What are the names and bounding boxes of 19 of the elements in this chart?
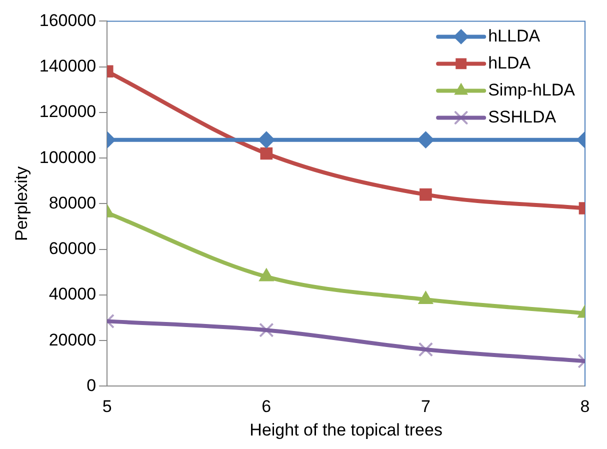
y-tick-label: 140000 bbox=[39, 56, 96, 76]
y-tick-label: 100000 bbox=[39, 148, 96, 167]
y-tick-label: 0 bbox=[86, 376, 96, 395]
x-tick-label: 5 bbox=[102, 397, 112, 416]
legend-label: hLLDA bbox=[488, 26, 541, 46]
x-tick-label: 7 bbox=[420, 397, 430, 416]
legend-label: Simp-hLDA bbox=[488, 80, 576, 100]
legend-label: hLDA bbox=[488, 53, 532, 72]
y-tick-label: 40000 bbox=[48, 284, 96, 304]
y-tick-label: 80000 bbox=[48, 193, 96, 212]
x-tick-label: 8 bbox=[580, 397, 590, 416]
x-axis-title: Height of the topical trees bbox=[250, 420, 442, 440]
y-tick-label: 120000 bbox=[39, 102, 96, 122]
y-tick-label: 60000 bbox=[48, 239, 96, 258]
legend-label: SSHLDA bbox=[488, 107, 557, 126]
y-tick-label: 160000 bbox=[39, 10, 96, 30]
x-tick-label: 6 bbox=[262, 397, 272, 416]
y-tick-label: 20000 bbox=[48, 330, 96, 350]
y-axis-title: Perplexity bbox=[12, 166, 31, 242]
